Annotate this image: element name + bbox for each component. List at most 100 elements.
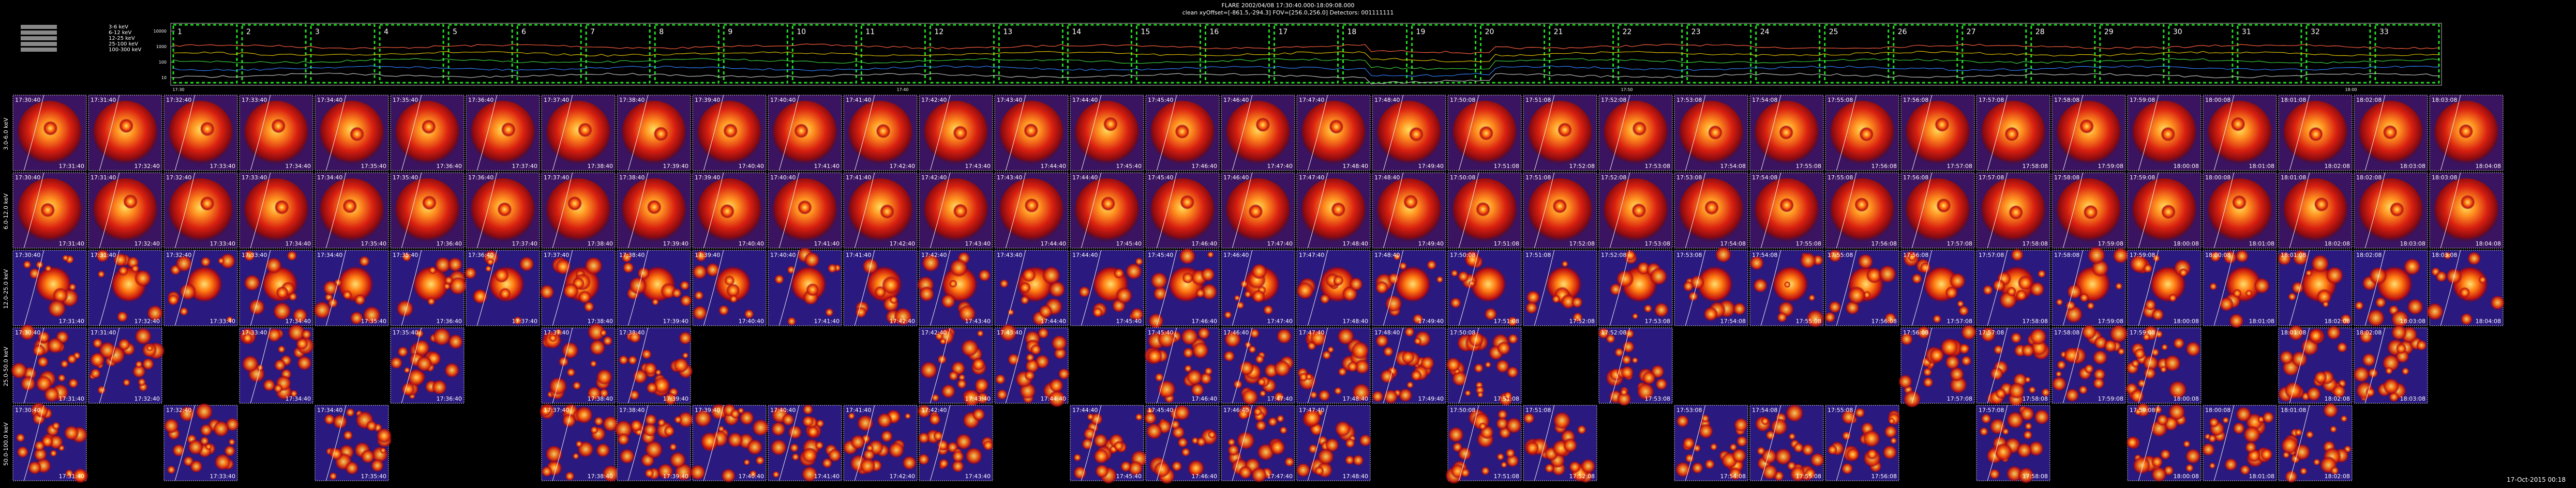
noise-blob [1274,391,1284,402]
noise-blob [963,389,981,407]
noise-blob [2490,295,2505,310]
noise-blob [995,374,1006,385]
start-time: 17:47:40 [1299,329,1324,336]
noise-blob [179,307,189,316]
noise-blob [2210,251,2221,262]
end-time: 17:40:40 [739,318,764,325]
legend-swatch [21,42,57,46]
noise-blob [1495,359,1510,373]
end-time: 17:35:40 [361,240,386,247]
noise-blob [34,448,48,462]
start-time: 17:57:08 [1979,97,2004,103]
noise-blob [744,309,754,319]
noise-blob [2164,355,2181,372]
noise-blob [1620,388,1628,396]
interval-number: 21 [1554,28,1563,36]
source-image [1075,101,1139,165]
limb-line [1836,95,1857,171]
end-time: 17:52:08 [1569,473,1595,480]
noise-blob [2168,294,2177,302]
start-time: 17:33:40 [242,329,267,336]
noise-blob [1186,369,1203,386]
noise-blob [1828,249,1842,263]
end-time: 17:54:08 [1720,240,1746,247]
noise-blob [2316,288,2332,304]
source-image [1226,101,1290,165]
noise-blob [825,308,834,317]
limb-line [1458,172,1479,249]
noise-blob [599,388,609,398]
start-time: 17:32:40 [166,252,191,258]
limb-line [2213,172,2235,249]
noise-blob [200,423,213,437]
source-core [2308,127,2323,142]
noise-blob [47,337,64,354]
limb-line [325,95,347,171]
noise-blob [397,346,409,357]
start-time: 17:54:08 [1752,97,1777,103]
start-time: 17:34:40 [317,252,342,258]
noise-blob [1484,308,1497,321]
legend-label: 6-12 keV [109,30,131,36]
noise-blob [1688,291,1698,301]
noise-blob [273,302,291,321]
start-time: 17:55:08 [1828,97,1853,103]
noise-blob [1135,257,1143,266]
end-time: 17:35:40 [361,163,386,170]
interval-number: 15 [1141,28,1150,36]
noise-blob [1207,251,1214,258]
noise-blob [955,433,972,450]
noise-blob [1701,414,1710,423]
end-time: 18:00:08 [2174,473,2199,480]
noise-blob [390,356,403,369]
end-time: 18:01:08 [2249,163,2274,170]
noise-blob [43,387,59,402]
start-time: 17:51:08 [1525,252,1551,258]
interval-box [654,24,720,84]
end-time: 17:44:40 [1041,240,1066,247]
noise-blob [677,411,694,428]
noise-blob [1252,289,1265,303]
interval-number: 1 [177,28,182,36]
noise-blob [1095,464,1109,478]
noise-blob [1240,280,1249,288]
noise-blob [2478,276,2487,284]
noise-blob [1863,430,1881,448]
noise-blob [1310,391,1317,399]
start-time: 17:51:08 [1525,174,1551,181]
noise-blob [363,306,381,324]
start-time: 17:44:40 [1072,252,1098,258]
interval-number: 27 [1967,28,1976,36]
end-time: 17:49:40 [1418,395,1444,402]
source-core [1779,125,1794,140]
noise-blob [2382,354,2400,372]
noise-blob [772,471,780,478]
x-tick-label: 17:40 [896,87,908,92]
noise-blob [921,253,940,272]
limb-line [1005,172,1026,249]
end-time: 18:00:08 [2174,395,2199,402]
noise-blob [218,257,225,264]
end-time: 18:02:08 [2325,240,2350,247]
end-time: 17:42:40 [890,473,915,480]
noise-blob [1204,367,1213,376]
noise-blob [2314,371,2327,384]
legend-label: 25-100 keV [109,41,138,47]
source-image [93,178,157,242]
limb-line [2364,250,2386,326]
noise-blob [265,257,282,274]
noise-blob [1577,425,1586,435]
noise-blob [918,432,930,444]
start-time: 17:48:40 [1374,329,1400,336]
noise-blob [200,256,211,267]
noise-blob [1180,328,1199,346]
noise-blob [827,263,837,273]
